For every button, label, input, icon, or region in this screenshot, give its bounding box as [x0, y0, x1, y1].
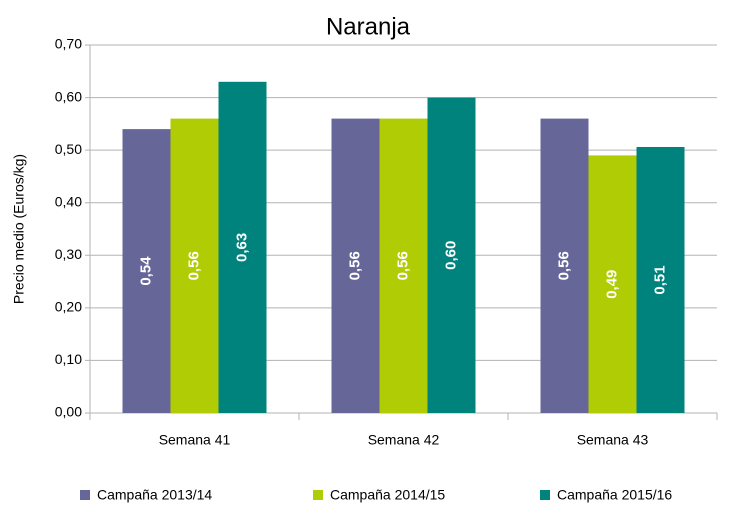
y-tick-label: 0,00 — [55, 404, 82, 420]
bar — [122, 129, 171, 413]
legend-swatch — [540, 490, 550, 500]
y-tick-label: 0,40 — [55, 193, 82, 209]
bar — [588, 155, 637, 413]
y-axis-label: Precio medio (Euros/kg) — [11, 154, 27, 304]
value-label: 0,49 — [603, 270, 620, 299]
bar — [636, 146, 685, 413]
legend-swatch — [80, 490, 90, 500]
bar — [218, 81, 267, 414]
value-label: 0,56 — [185, 251, 202, 280]
bar — [379, 118, 428, 413]
value-label: 0,51 — [651, 265, 668, 294]
x-tick-label: Semana 43 — [577, 432, 649, 448]
y-tick-label: 0,10 — [55, 351, 82, 367]
value-label: 0,54 — [137, 256, 154, 286]
y-tick-label: 0,30 — [55, 246, 82, 262]
legend-swatch — [313, 490, 323, 500]
value-label: 0,56 — [346, 251, 363, 280]
y-tick-label: 0,60 — [55, 88, 82, 104]
chart-title: Naranja — [326, 13, 411, 40]
value-label: 0,56 — [394, 251, 411, 280]
value-label: 0,63 — [233, 233, 250, 262]
y-tick-label: 0,50 — [55, 141, 82, 157]
bar — [427, 97, 476, 414]
legend-label: Campaña 2015/16 — [557, 487, 672, 503]
bar — [331, 118, 380, 413]
y-tick-label: 0,20 — [55, 299, 82, 315]
value-label: 0,60 — [442, 241, 459, 270]
y-tick-label: 0,70 — [55, 36, 82, 52]
x-tick-label: Semana 42 — [368, 432, 440, 448]
value-label: 0,56 — [555, 251, 572, 280]
legend-label: Campaña 2013/14 — [97, 487, 212, 503]
legend-label: Campaña 2014/15 — [330, 487, 445, 503]
x-tick-label: Semana 41 — [159, 432, 231, 448]
bar — [540, 118, 589, 413]
bar — [170, 118, 219, 413]
